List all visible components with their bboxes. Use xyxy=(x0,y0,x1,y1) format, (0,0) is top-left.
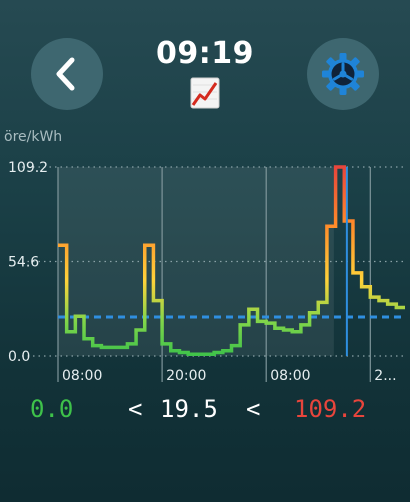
x-tick-label: 2... xyxy=(374,368,396,384)
y-axis-unit-label: öre/kWh xyxy=(4,129,63,145)
min-price: 0.0 xyxy=(30,395,74,423)
y-tick-label: 109.2 xyxy=(8,160,48,176)
x-tick-label: 08:00 xyxy=(62,368,102,384)
chevron-left-icon xyxy=(56,57,75,91)
settings-button[interactable] xyxy=(307,38,379,110)
less-than-symbol: < xyxy=(128,395,143,423)
current-price: 19.5 xyxy=(160,395,218,423)
x-tick-label: 08:00 xyxy=(270,368,310,384)
price-step-line xyxy=(58,165,405,357)
price-range-summary: 0.0 < 19.5 < 109.2 xyxy=(0,395,410,425)
gear-icon xyxy=(322,53,364,95)
past-period-shade xyxy=(58,167,334,356)
y-tick-label: 0.0 xyxy=(8,349,30,365)
y-tick-label: 54.6 xyxy=(8,255,39,271)
max-price: 109.2 xyxy=(294,395,367,423)
back-button[interactable] xyxy=(31,38,103,110)
chart-increasing-icon xyxy=(190,77,220,109)
x-tick-label: 20:00 xyxy=(166,368,206,384)
less-than-symbol: < xyxy=(246,395,261,423)
price-chart: 109.2 54.6 0.0 08:00 20:00 08:00 2... xyxy=(8,160,405,384)
current-time: 09:19 xyxy=(156,36,254,71)
